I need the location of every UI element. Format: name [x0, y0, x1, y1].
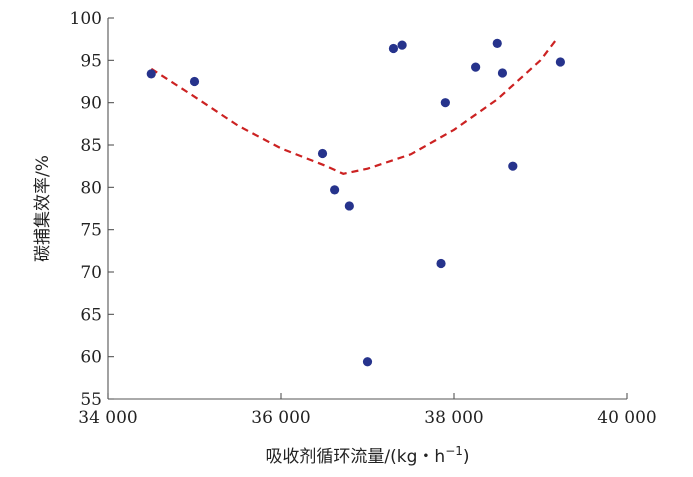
y-tick-label: 70 — [80, 263, 102, 283]
data-point — [362, 357, 373, 367]
data-point — [440, 98, 450, 108]
y-tick-label: 65 — [80, 305, 102, 325]
data-points — [146, 38, 565, 367]
x-tick-label: 36 000 — [251, 408, 310, 428]
y-tick-label: 95 — [80, 51, 102, 71]
fit-curve — [150, 36, 559, 175]
y-tick-label: 100 — [70, 9, 102, 29]
data-point — [317, 148, 328, 159]
x-axis-title-end: ) — [463, 447, 470, 467]
y-axis-title: 碳捕集效率/% — [33, 155, 53, 262]
x-tick-label: 38 000 — [424, 408, 483, 428]
axes — [107, 18, 627, 400]
y-tick-label: 85 — [80, 136, 102, 156]
data-point — [388, 43, 399, 54]
data-point — [397, 40, 407, 50]
y-ticks: 55 60 65 70 75 80 85 90 95 100 — [70, 9, 114, 410]
data-point — [436, 258, 446, 269]
y-tick-label: 80 — [80, 178, 102, 198]
data-point — [497, 68, 508, 78]
x-tick-label: 40 000 — [597, 408, 656, 428]
x-axis-title: 吸收剂循环流量/(kg・h−1) — [265, 444, 469, 467]
y-tick-label: 90 — [80, 94, 102, 114]
data-point — [471, 62, 481, 72]
x-axis-title-main: 吸收剂循环流量/(kg・h — [265, 447, 445, 467]
y-tick-label: 75 — [80, 221, 102, 241]
data-point — [146, 69, 156, 79]
data-point — [492, 38, 502, 49]
x-tick-label: 34 000 — [78, 408, 137, 428]
x-axis-title-superscript: −1 — [445, 444, 463, 458]
data-point — [344, 201, 354, 211]
data-point — [330, 185, 340, 195]
data-point — [508, 161, 518, 171]
y-tick-label: 60 — [80, 348, 102, 368]
x-ticks: 34 000 36 000 38 000 40 000 — [78, 393, 657, 428]
data-point — [555, 57, 565, 67]
data-point — [189, 76, 200, 87]
y-tick-label: 55 — [80, 390, 102, 410]
